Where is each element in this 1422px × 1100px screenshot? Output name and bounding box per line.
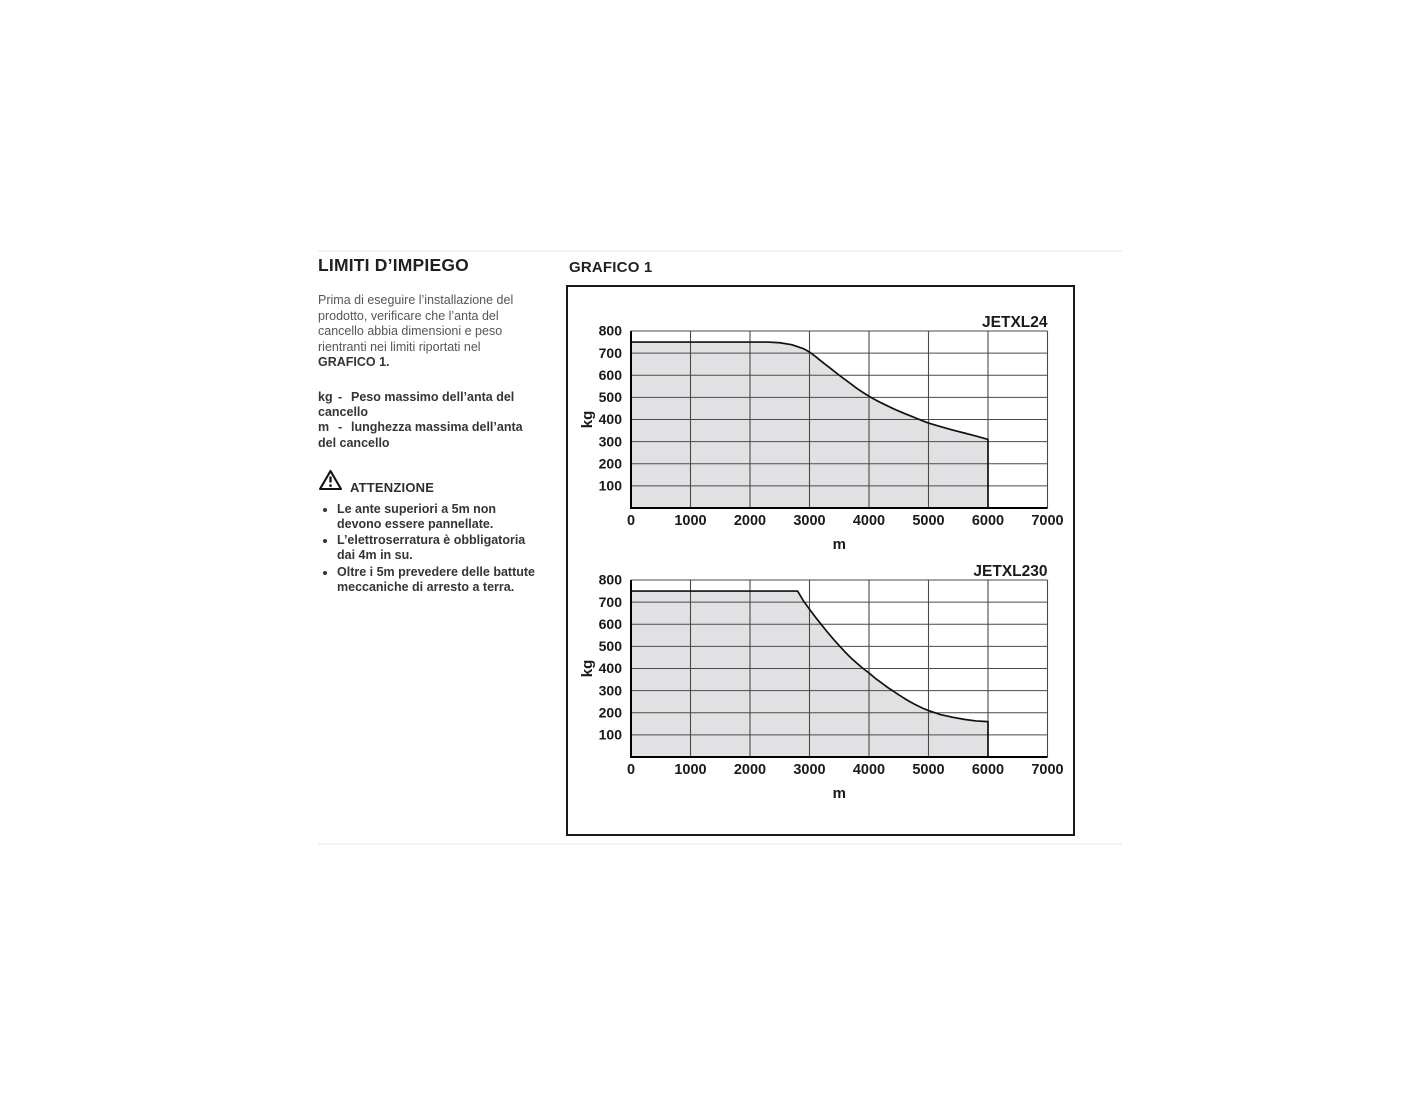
y-tick-label: 500 xyxy=(599,638,623,654)
y-axis-label: kg xyxy=(579,660,596,678)
legend-m-term: m xyxy=(318,420,330,435)
warning-triangle-icon xyxy=(318,469,343,496)
legend-m-desc: lunghezza massima dell’anta del cancello xyxy=(318,420,523,450)
legend-kg-term: kg xyxy=(318,389,333,404)
intro-paragraph: Prima di eseguire l’installazione del pr… xyxy=(318,293,536,371)
chart-box: 100 200 300 400 500 600 700 800 0 1000 2000 3000 400… xyxy=(566,285,1075,836)
warning-item: Le ante superiori a 5m non devono essere… xyxy=(337,502,536,532)
x-tick-label: 6000 xyxy=(972,762,1004,778)
x-tick-label: 3000 xyxy=(793,762,825,778)
y-tick-label: 500 xyxy=(599,389,623,405)
series-name-label: JETXL24 xyxy=(982,314,1048,331)
y-tick-label: 100 xyxy=(599,478,623,494)
y-tick-label: 400 xyxy=(599,660,623,676)
x-tick-label: 1000 xyxy=(674,513,706,529)
limit-curve xyxy=(631,590,989,757)
warning-list: Le ante superiori a 5m non devono essere… xyxy=(318,502,536,595)
content-top-divider xyxy=(318,250,1122,252)
legend-m-dash: - xyxy=(338,420,343,435)
warning-item: Oltre i 5m prevedere delle battute mecca… xyxy=(337,565,536,595)
y-tick-label: 800 xyxy=(599,323,623,339)
warning-title: ATTENZIONE xyxy=(350,479,435,495)
axis-legend: kg - Peso massimo dell’anta del cancello m… xyxy=(318,390,536,451)
x-tick-label: 6000 xyxy=(972,513,1004,529)
legend-kg-dash: - xyxy=(338,389,343,404)
x-tick-label: 4000 xyxy=(853,762,885,778)
axis-labels: 100 200 300 400 500 600 700 800 0 1000 2000 3000 400… xyxy=(579,314,1064,553)
y-tick-label: 800 xyxy=(599,572,623,588)
y-tick-label: 300 xyxy=(599,433,623,449)
y-tick-label: 200 xyxy=(599,455,623,471)
content-bottom-divider xyxy=(318,843,1122,845)
warning-header: ATTENZIONE xyxy=(318,469,536,496)
legend-kg: kg - Peso massimo dell’anta del cancello xyxy=(318,390,536,420)
x-tick-label: 0 xyxy=(627,513,635,529)
y-axis-label: kg xyxy=(579,411,596,429)
figure-title: GRAFICO 1 xyxy=(569,259,653,276)
x-tick-label: 1000 xyxy=(674,762,706,778)
x-tick-label: 2000 xyxy=(734,762,766,778)
y-tick-label: 600 xyxy=(599,367,623,383)
limit-curve xyxy=(631,341,989,508)
x-tick-label: 4000 xyxy=(853,513,885,529)
left-column: LIMITI D’IMPIEGO Prima di eseguire l’ins… xyxy=(318,252,536,596)
x-tick-label: 7000 xyxy=(1031,762,1063,778)
grafico-reference: GRAFICO 1. xyxy=(318,355,390,370)
y-tick-label: 600 xyxy=(599,616,623,632)
x-axis-label: m xyxy=(833,536,846,553)
x-tick-label: 3000 xyxy=(793,513,825,529)
x-tick-label: 5000 xyxy=(912,513,944,529)
chart-jetxl230: 100 200 300 400 500 600 700 800 0 1000 2000 3000 400… xyxy=(579,563,1064,802)
series-name-label: JETXL230 xyxy=(973,563,1047,580)
warning-item: L’elettroserratura è obbligatoria dai 4m… xyxy=(337,533,536,563)
axis-labels: 100 200 300 400 500 600 700 800 0 1000 2000 3000 400… xyxy=(579,563,1064,802)
x-axis-label: m xyxy=(833,785,846,802)
legend-m: m - lunghezza massima dell’anta del cancel… xyxy=(318,420,536,450)
y-tick-label: 100 xyxy=(599,727,623,743)
axes xyxy=(630,580,1048,758)
x-tick-label: 5000 xyxy=(912,762,944,778)
chart-jetxl24: 100 200 300 400 500 600 700 800 0 1000 2000 3000 400… xyxy=(579,314,1064,553)
y-tick-label: 400 xyxy=(599,411,623,427)
x-tick-label: 0 xyxy=(627,762,635,778)
x-tick-label: 2000 xyxy=(734,513,766,529)
x-tick-label: 7000 xyxy=(1031,513,1063,529)
y-tick-label: 700 xyxy=(599,345,623,361)
y-tick-label: 700 xyxy=(599,594,623,610)
legend-kg-desc: Peso massimo dell’anta del cancello xyxy=(318,389,515,420)
section-title: LIMITI D’IMPIEGO xyxy=(318,255,469,275)
intro-text: Prima di eseguire l’installazione del pr… xyxy=(318,293,514,354)
axes xyxy=(630,331,1048,509)
y-tick-label: 300 xyxy=(599,682,623,698)
y-tick-label: 200 xyxy=(599,704,623,720)
